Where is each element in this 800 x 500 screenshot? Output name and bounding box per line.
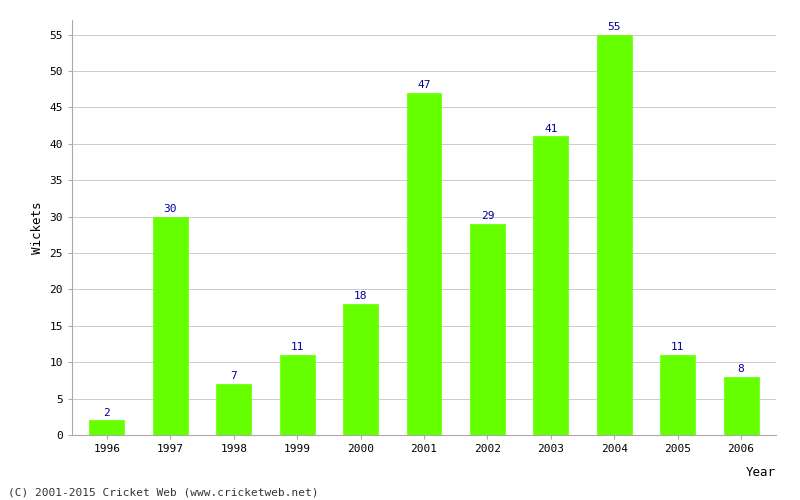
Bar xyxy=(534,136,568,435)
Text: 7: 7 xyxy=(230,371,237,381)
Bar xyxy=(280,355,314,435)
Bar xyxy=(597,34,632,435)
Bar xyxy=(406,93,442,435)
Text: 29: 29 xyxy=(481,211,494,221)
Bar xyxy=(90,420,124,435)
Text: 18: 18 xyxy=(354,291,367,301)
Text: 11: 11 xyxy=(290,342,304,352)
Text: 30: 30 xyxy=(163,204,177,214)
Text: 41: 41 xyxy=(544,124,558,134)
Bar xyxy=(216,384,251,435)
Bar xyxy=(724,377,758,435)
Text: 55: 55 xyxy=(607,22,621,32)
Bar xyxy=(153,216,188,435)
Text: 8: 8 xyxy=(738,364,745,374)
Bar xyxy=(660,355,695,435)
Text: (C) 2001-2015 Cricket Web (www.cricketweb.net): (C) 2001-2015 Cricket Web (www.cricketwe… xyxy=(8,488,318,498)
Text: Year: Year xyxy=(746,466,776,478)
Text: 11: 11 xyxy=(671,342,685,352)
Y-axis label: Wickets: Wickets xyxy=(31,201,44,254)
Bar xyxy=(343,304,378,435)
Bar xyxy=(470,224,505,435)
Text: 47: 47 xyxy=(418,80,430,90)
Text: 2: 2 xyxy=(103,408,110,418)
